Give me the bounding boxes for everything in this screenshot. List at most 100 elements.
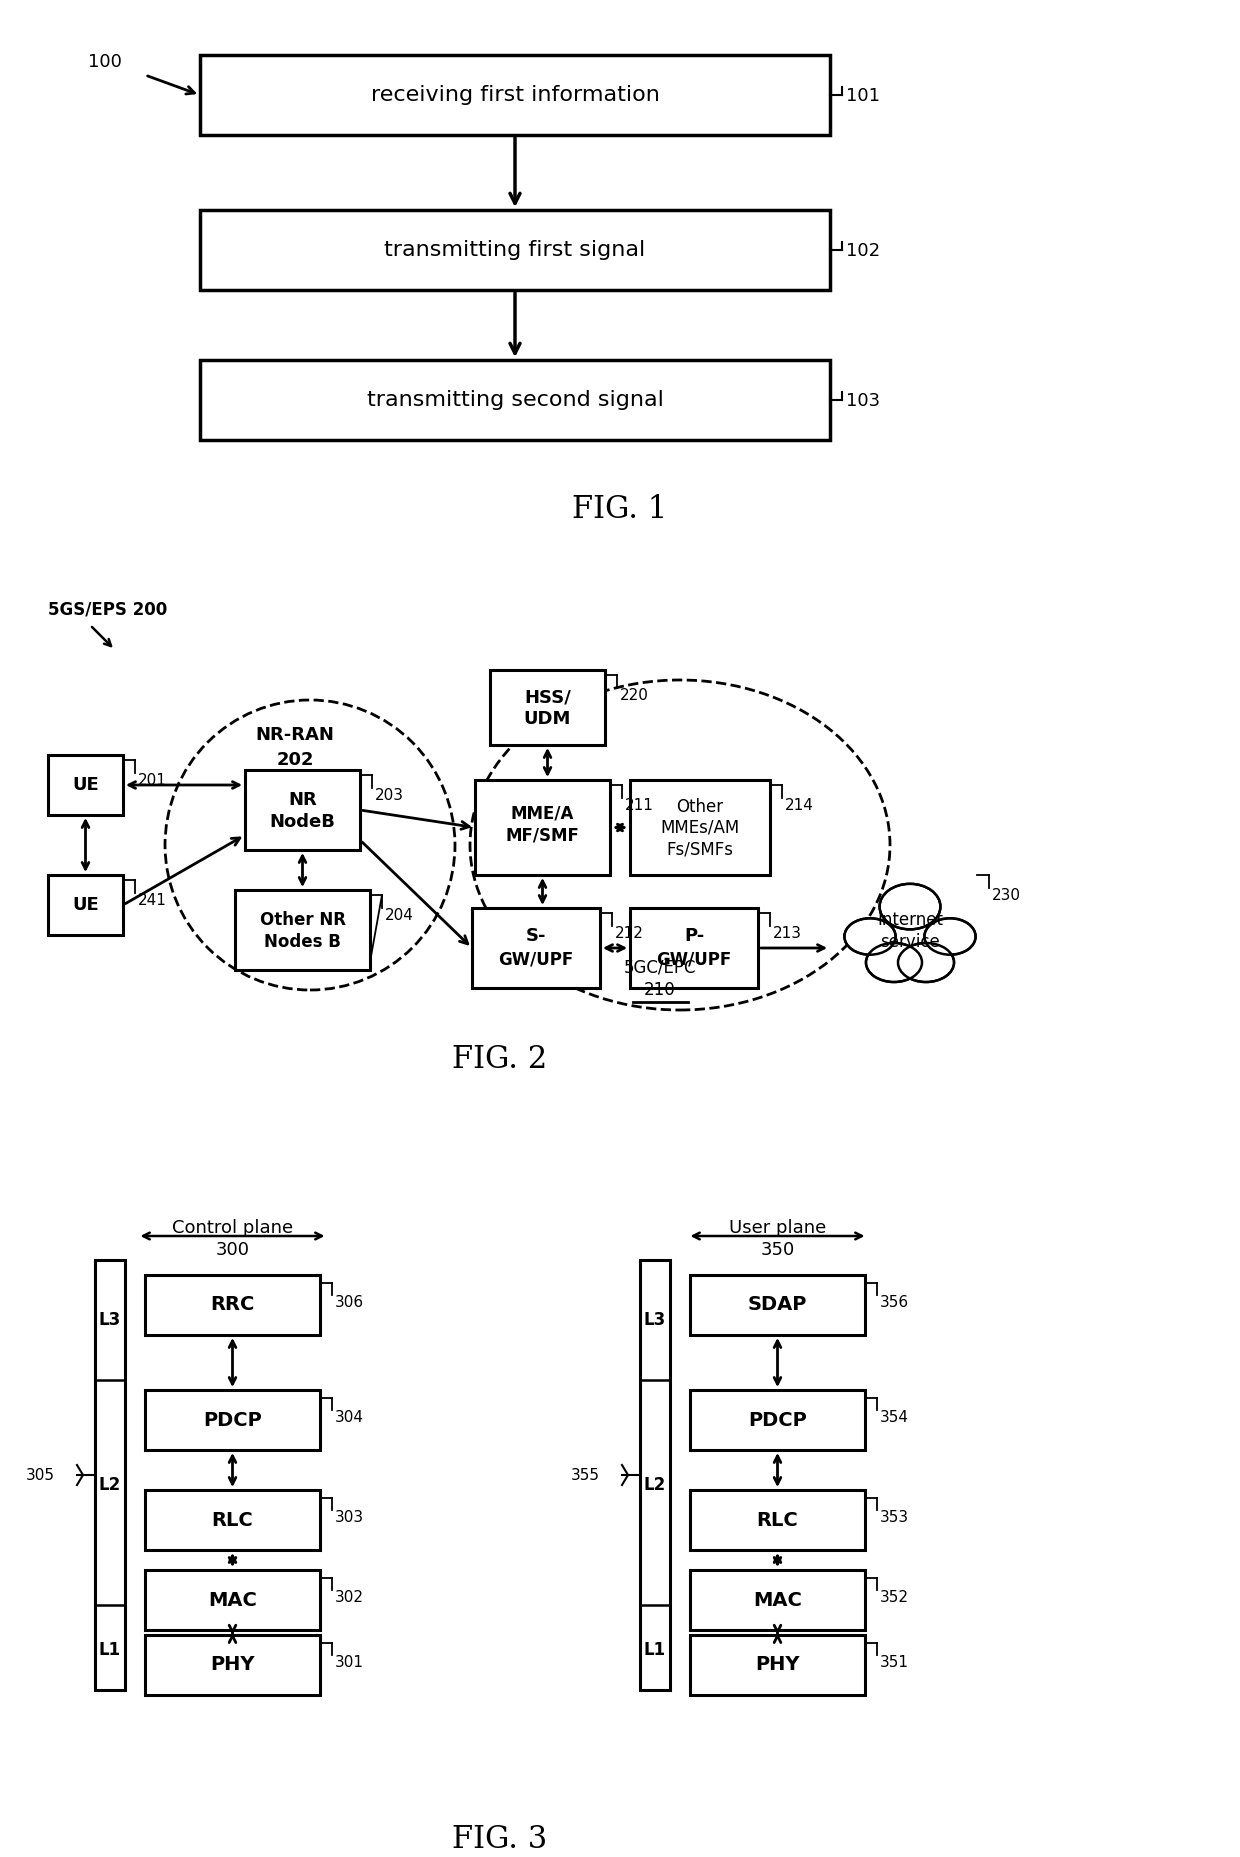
Bar <box>475 780 610 875</box>
Text: 300: 300 <box>216 1240 249 1259</box>
Text: 353: 353 <box>880 1510 909 1525</box>
Text: MME/A: MME/A <box>511 804 574 823</box>
Ellipse shape <box>866 943 923 982</box>
Bar <box>689 1391 866 1450</box>
Text: 5GS/EPS 200: 5GS/EPS 200 <box>48 602 167 618</box>
Bar <box>145 1276 320 1335</box>
Text: PHY: PHY <box>755 1655 800 1675</box>
Text: GW/UPF: GW/UPF <box>656 951 732 969</box>
Text: 202: 202 <box>277 750 314 769</box>
Text: PHY: PHY <box>211 1655 254 1675</box>
Text: Fs/SMFs: Fs/SMFs <box>667 841 734 858</box>
Bar <box>246 771 360 851</box>
Text: 304: 304 <box>335 1409 365 1424</box>
Text: P-: P- <box>684 927 704 945</box>
Text: 102: 102 <box>846 241 880 260</box>
Bar <box>689 1569 866 1630</box>
Text: S-: S- <box>526 927 547 945</box>
Text: 214: 214 <box>785 799 813 813</box>
Text: User plane: User plane <box>729 1218 826 1237</box>
Text: 204: 204 <box>384 908 414 923</box>
Text: SDAP: SDAP <box>748 1296 807 1315</box>
Text: 356: 356 <box>880 1294 909 1309</box>
Bar <box>145 1569 320 1630</box>
Text: GW/UPF: GW/UPF <box>498 951 574 969</box>
Bar <box>689 1634 866 1695</box>
Text: L2: L2 <box>644 1476 666 1495</box>
Text: 212: 212 <box>615 927 644 941</box>
Bar <box>145 1489 320 1551</box>
Text: RLC: RLC <box>212 1510 253 1530</box>
Text: 203: 203 <box>374 787 404 802</box>
Text: 352: 352 <box>880 1590 909 1604</box>
Text: 101: 101 <box>846 87 880 106</box>
Text: L1: L1 <box>644 1642 666 1658</box>
Text: 210: 210 <box>644 980 676 999</box>
Ellipse shape <box>846 919 894 953</box>
Text: 351: 351 <box>880 1655 909 1669</box>
Bar <box>490 670 605 745</box>
Bar <box>689 1489 866 1551</box>
Text: Nodes B: Nodes B <box>264 932 341 951</box>
Bar <box>200 210 830 290</box>
Text: 354: 354 <box>880 1409 909 1424</box>
Text: service: service <box>880 932 940 951</box>
Bar <box>145 1634 320 1695</box>
Text: FIG. 1: FIG. 1 <box>573 494 667 526</box>
Text: NodeB: NodeB <box>269 813 336 830</box>
Text: L1: L1 <box>99 1642 122 1658</box>
Ellipse shape <box>898 943 954 982</box>
Text: NR-RAN: NR-RAN <box>255 726 335 745</box>
Text: 301: 301 <box>335 1655 365 1669</box>
Text: 201: 201 <box>138 773 167 787</box>
Bar <box>48 875 123 936</box>
Text: HSS/: HSS/ <box>525 689 570 706</box>
Ellipse shape <box>899 945 952 980</box>
Bar <box>640 1261 670 1690</box>
Text: NR: NR <box>288 791 317 810</box>
Text: RRC: RRC <box>211 1296 254 1315</box>
Text: UDM: UDM <box>523 711 572 728</box>
Ellipse shape <box>844 919 895 954</box>
Bar <box>48 756 123 815</box>
Text: 305: 305 <box>26 1467 55 1482</box>
Text: 241: 241 <box>138 893 167 908</box>
Bar <box>200 56 830 136</box>
Text: 355: 355 <box>570 1467 599 1482</box>
Text: transmitting first signal: transmitting first signal <box>384 240 646 260</box>
Text: 303: 303 <box>335 1510 365 1525</box>
Text: MMEs/AM: MMEs/AM <box>661 819 739 836</box>
Text: 306: 306 <box>335 1294 365 1309</box>
Ellipse shape <box>924 919 976 954</box>
Text: Internet: Internet <box>877 912 942 928</box>
Bar <box>145 1391 320 1450</box>
Text: PDCP: PDCP <box>748 1411 807 1430</box>
Text: 220: 220 <box>620 687 649 704</box>
Text: transmitting second signal: transmitting second signal <box>367 390 663 410</box>
Bar <box>95 1261 125 1690</box>
Text: L3: L3 <box>99 1311 122 1330</box>
Bar <box>630 780 770 875</box>
Text: MAC: MAC <box>208 1590 257 1610</box>
Text: 5GC/EPC: 5GC/EPC <box>624 958 696 977</box>
Text: receiving first information: receiving first information <box>371 85 660 106</box>
Text: UE: UE <box>72 895 99 914</box>
Text: RLC: RLC <box>756 1510 799 1530</box>
Bar <box>200 360 830 440</box>
Bar <box>630 908 758 988</box>
Text: Other NR: Other NR <box>259 912 346 928</box>
Text: 103: 103 <box>846 392 880 410</box>
Text: FIG. 2: FIG. 2 <box>453 1044 548 1075</box>
Ellipse shape <box>882 886 939 928</box>
Bar <box>689 1276 866 1335</box>
Text: FIG. 3: FIG. 3 <box>453 1824 548 1855</box>
Ellipse shape <box>926 919 975 953</box>
Text: Control plane: Control plane <box>172 1218 293 1237</box>
Text: PDCP: PDCP <box>203 1411 262 1430</box>
Ellipse shape <box>868 945 920 980</box>
Text: 350: 350 <box>760 1240 795 1259</box>
Text: 211: 211 <box>625 799 653 813</box>
Text: 230: 230 <box>992 888 1022 903</box>
Text: MF/SMF: MF/SMF <box>506 826 579 845</box>
Text: 302: 302 <box>335 1590 365 1604</box>
